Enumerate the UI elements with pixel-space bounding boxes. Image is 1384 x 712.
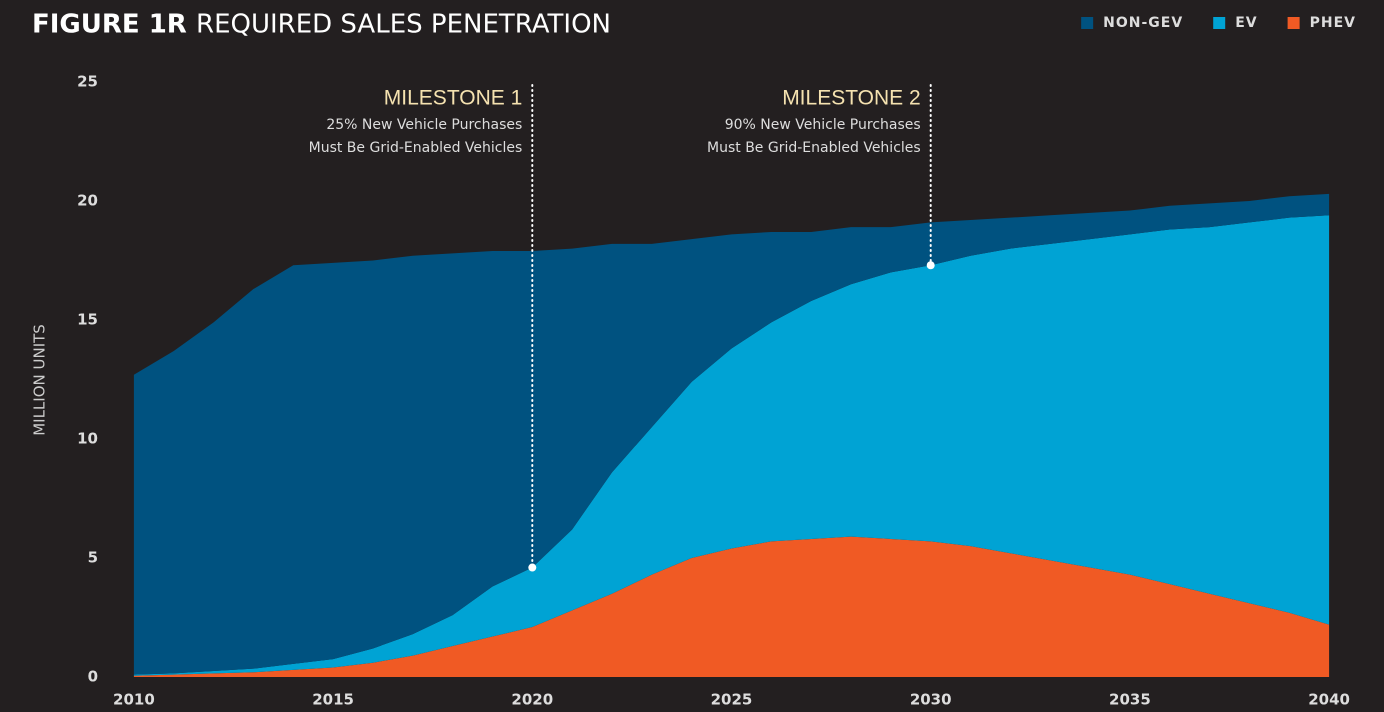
area <box>133 215 1330 676</box>
milestone-dot <box>528 563 537 572</box>
milestone-text: Must Be Grid-Enabled Vehicles <box>707 140 921 156</box>
figure-label: FIGURE 1R <box>32 10 187 40</box>
y-tick-label: 5 <box>88 549 98 567</box>
legend-label: NON-GEV <box>1103 15 1183 31</box>
legend-swatch <box>1287 17 1300 29</box>
x-tick-label: 2040 <box>1308 691 1350 709</box>
chart-title: REQUIRED SALES PENETRATION <box>196 10 611 40</box>
milestone-heading: MILESTONE 1 <box>384 87 523 110</box>
milestone-text: Must Be Grid-Enabled Vehicles <box>309 140 523 156</box>
x-tick-label: 2035 <box>1109 691 1151 709</box>
x-tick-label: 2020 <box>511 691 553 709</box>
x-tick-label: 2030 <box>910 691 952 709</box>
x-tick-label: 2025 <box>711 691 753 709</box>
milestone-text: 25% New Vehicle Purchases <box>326 117 522 133</box>
x-tick-label: 2015 <box>312 691 354 709</box>
y-tick-label: 15 <box>77 311 98 329</box>
area <box>133 193 1330 675</box>
legend-swatch <box>1081 17 1094 29</box>
legend-label: PHEV <box>1310 15 1356 31</box>
y-tick-label: 25 <box>77 73 98 91</box>
x-tick-label: 2010 <box>113 691 155 709</box>
legend-label: EV <box>1235 15 1257 31</box>
y-tick-label: 20 <box>77 192 98 210</box>
milestone-heading: MILESTONE 2 <box>782 87 921 110</box>
y-axis-label: MILLION UNITS <box>31 324 49 436</box>
y-tick-label: 0 <box>88 668 98 686</box>
y-tick-label: 10 <box>77 430 98 448</box>
area <box>133 536 1330 677</box>
milestone-dot <box>926 261 935 270</box>
milestone-text: 90% New Vehicle Purchases <box>725 117 921 133</box>
legend-swatch <box>1213 17 1226 29</box>
